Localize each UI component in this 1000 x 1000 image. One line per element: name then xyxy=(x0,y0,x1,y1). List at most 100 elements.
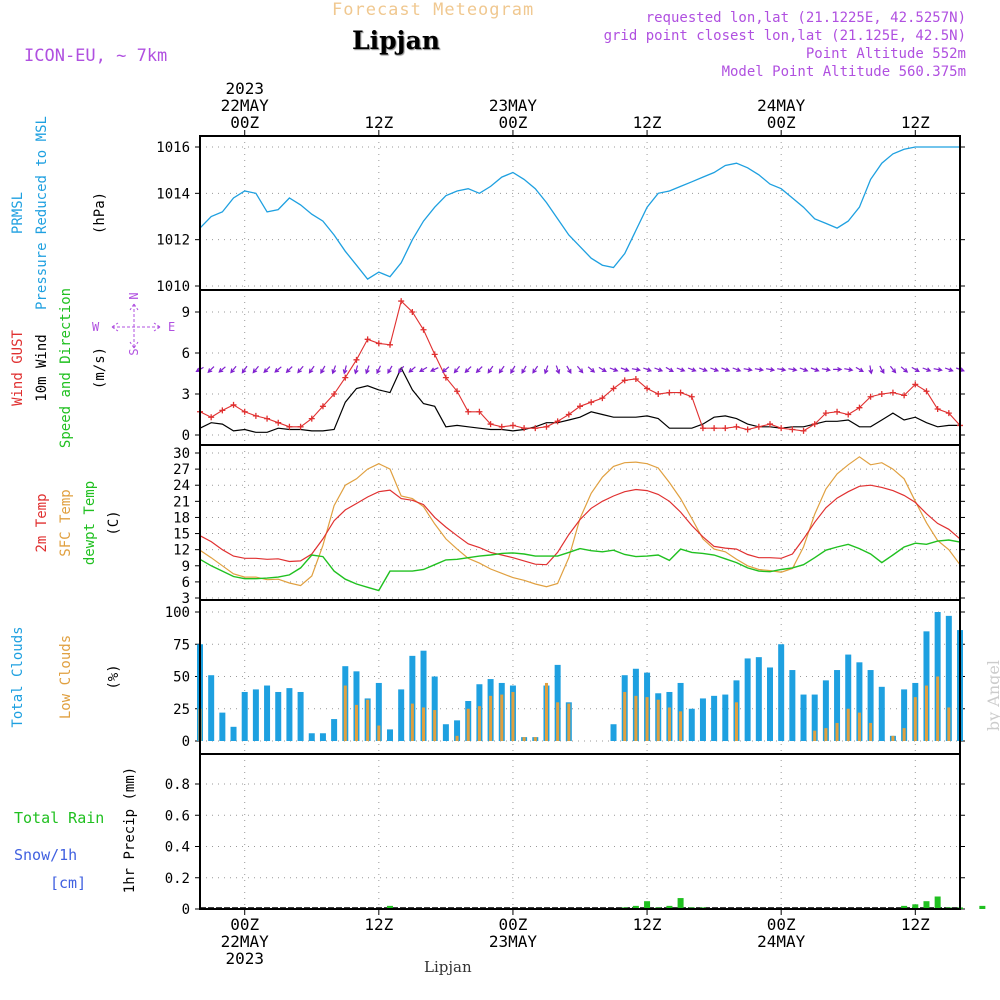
snow-label: Snow/1h xyxy=(14,846,77,864)
top-time-label: 00Z xyxy=(498,113,527,132)
wind-direction-arrow xyxy=(521,365,527,374)
wind-direction-arrow xyxy=(543,365,549,375)
gust-marker xyxy=(610,385,617,392)
wind-direction-arrow xyxy=(620,367,630,372)
wind-direction-arrow xyxy=(810,367,820,372)
total-cloud-bar xyxy=(442,724,449,741)
precip-bar xyxy=(387,905,393,909)
wind-direction-arrow xyxy=(408,366,416,373)
total-cloud-bar xyxy=(789,670,796,741)
top-time-label: 12Z xyxy=(364,113,393,132)
total-cloud-bar xyxy=(409,655,416,741)
total-cloud-bar xyxy=(945,615,952,741)
total-clouds-label: Total Clouds xyxy=(10,626,26,727)
y-tick-label: 30 xyxy=(173,446,190,462)
total-cloud-bar xyxy=(867,670,874,741)
low-cloud-bar xyxy=(936,676,940,741)
gust-marker xyxy=(767,421,773,428)
wind-direction-arrow xyxy=(453,365,461,374)
low-cloud-bar xyxy=(522,737,526,741)
bottom-time-label: 2023 xyxy=(225,949,264,968)
low-cloud-bar xyxy=(511,691,515,741)
wind-direction-arrow xyxy=(308,365,315,374)
info-block: requested lon,lat (21.1225E, 42.5257N) g… xyxy=(604,9,966,81)
requested-coords: requested lon,lat (21.1225E, 42.5257N) xyxy=(645,10,966,26)
wind-direction-arrow xyxy=(320,365,326,374)
low-cloud-bar xyxy=(891,735,895,741)
low-cloud-bar xyxy=(869,722,873,741)
gust-marker xyxy=(308,415,315,422)
total-cloud-bar xyxy=(699,698,706,741)
total-cloud-bar xyxy=(297,691,304,741)
total-cloud-bar xyxy=(856,662,863,741)
low-cloud-bar xyxy=(343,685,347,741)
footer-location: Lipjan xyxy=(424,958,472,976)
wind-direction-arrow xyxy=(698,367,708,372)
pressure-line xyxy=(199,146,960,280)
precip-bar xyxy=(912,904,919,909)
total-cloud-bar xyxy=(387,729,393,741)
wind-direction-arrow xyxy=(765,367,776,372)
panel-frame-wind xyxy=(199,289,961,446)
gust-marker xyxy=(934,406,941,413)
low-cloud-bar xyxy=(466,708,470,741)
wind-direction-arrow xyxy=(387,365,393,374)
gust-marker xyxy=(655,391,662,397)
gust-marker xyxy=(867,393,874,400)
low-cloud-bar xyxy=(410,703,414,741)
wind-unit: (m/s) xyxy=(92,347,108,389)
y-tick-label: 1014 xyxy=(156,186,190,202)
low-cloud-bar xyxy=(924,685,928,741)
low-cloud-bar xyxy=(913,697,917,741)
low-cloud-bar xyxy=(377,725,381,741)
y-tick-label: 25 xyxy=(173,702,190,718)
wind-direction-arrow xyxy=(868,365,874,375)
location-title: Lipjan xyxy=(352,26,440,55)
total-cloud-bar xyxy=(252,689,259,741)
gust-marker xyxy=(632,375,639,382)
wind-gust-label: Wind GUST xyxy=(10,330,26,406)
precip-bar xyxy=(901,905,908,909)
y-tick-label: 0.6 xyxy=(165,808,190,824)
grid-point-coords: grid point closest lon,lat (21.125E, 42.… xyxy=(603,28,966,44)
gust-marker xyxy=(778,425,785,432)
gust-marker xyxy=(375,340,382,347)
wind-direction-arrow xyxy=(230,365,237,374)
gust-marker xyxy=(588,399,595,406)
gust-marker xyxy=(856,404,863,411)
precip-bar xyxy=(666,905,673,909)
gust-marker xyxy=(521,425,528,432)
wind-direction-arrow xyxy=(342,365,348,375)
precip-bar xyxy=(632,905,639,909)
wind-direction-arrow xyxy=(207,366,215,374)
gust-marker xyxy=(398,298,405,305)
gust-marker xyxy=(889,389,896,396)
wind-direction-arrow xyxy=(419,366,428,373)
total-cloud-bar xyxy=(308,733,315,741)
low-clouds-label: Low Clouds xyxy=(58,635,74,719)
total-cloud-bar xyxy=(241,691,248,741)
total-cloud-bar xyxy=(811,694,818,741)
wind-direction-arrow xyxy=(721,367,731,372)
y-tick-label: 1010 xyxy=(156,279,190,295)
wind-direction-arrow xyxy=(285,366,293,374)
total-cloud-bar xyxy=(822,680,829,741)
wind-direction-arrow xyxy=(609,367,619,372)
low-cloud-bar xyxy=(835,722,839,741)
total-cloud-bar xyxy=(845,654,852,741)
total-cloud-bar xyxy=(610,724,617,741)
low-cloud-bar xyxy=(734,702,738,741)
gust-marker xyxy=(208,414,215,421)
low-cloud-bar xyxy=(489,695,493,741)
wind-direction-arrow xyxy=(252,365,259,374)
total-cloud-bar xyxy=(878,686,885,741)
bottom-time-label: 00Z xyxy=(230,915,259,934)
wind-direction-arrow xyxy=(821,367,832,372)
dewpoint-label: dewpt Temp xyxy=(82,481,98,565)
total-cloud-bar xyxy=(834,670,841,741)
top-time-label: 2023 xyxy=(225,79,264,98)
gust-marker xyxy=(789,426,796,433)
wind-direction-arrow xyxy=(566,365,572,374)
y-tick-label: 1016 xyxy=(156,140,190,156)
